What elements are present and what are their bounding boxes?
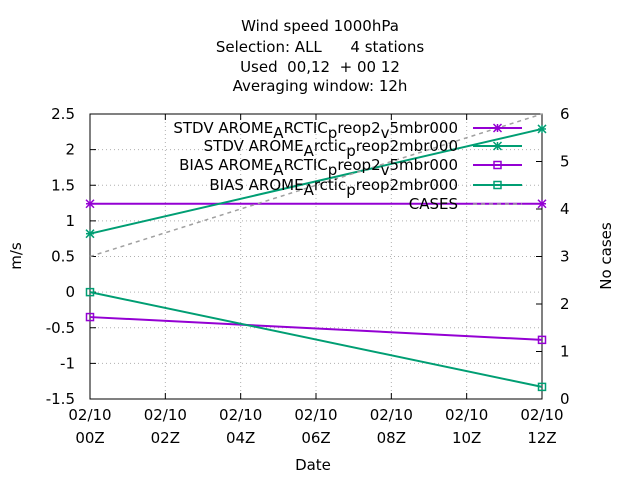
marker-stroke: [537, 199, 547, 209]
legend-label: STDV AROMEArcticpreop2mbr000: [204, 137, 458, 160]
y-tick-label: 0.5: [51, 248, 75, 266]
x-tick-label: 02/10: [370, 406, 413, 424]
y2-tick-label: 2: [560, 295, 570, 313]
legend-label-part: rctic: [314, 137, 346, 155]
legend-label-part: A: [273, 124, 284, 142]
x-tick-label: 02/10: [68, 406, 111, 424]
legend-label-part: RCTIC: [284, 156, 328, 174]
x-tick-label: 12Z: [527, 429, 556, 447]
legend-label-part: 5mbr000: [390, 156, 458, 174]
legend-label: BIAS AROMEArcticpreop2mbr000: [209, 176, 458, 199]
x-axis-label: Date: [295, 456, 331, 474]
marker-stroke: [85, 229, 95, 239]
data-point: [492, 141, 503, 151]
legend-label-part: CASES: [409, 195, 458, 213]
data-point: [537, 199, 547, 209]
y-tick-label: -0.5: [46, 319, 75, 337]
legend-label-part: p: [346, 181, 356, 199]
x-tick-label: 02/10: [144, 406, 187, 424]
y2-tick-label: 6: [560, 105, 570, 123]
x-tick-label: 02/10: [520, 406, 563, 424]
data-point: [537, 382, 547, 392]
data-point: [537, 124, 547, 134]
marker-stroke: [492, 123, 503, 133]
legend-label-part: RCTIC: [284, 119, 328, 137]
title-line: Averaging window: 12h: [233, 77, 408, 95]
marker-stroke: [492, 141, 503, 151]
data-point: [85, 229, 95, 239]
series-line: [89, 113, 543, 258]
y-tick-label: 1.5: [51, 176, 75, 194]
x-tick-label: 10Z: [452, 429, 481, 447]
data-point: [493, 160, 502, 170]
x-tick-label: 06Z: [301, 429, 330, 447]
legend-label-part: reop2: [337, 156, 380, 174]
x-tick-label: 02/10: [294, 406, 337, 424]
y-tick-label: 2: [65, 141, 75, 159]
data-point: [85, 312, 95, 322]
legend-label-part: BIAS AROME: [179, 156, 273, 174]
x-tick-label: 02/10: [445, 406, 488, 424]
legend-label-part: v: [381, 161, 390, 179]
data-point: [85, 287, 95, 297]
grid: [90, 114, 542, 399]
y-tick-label: -1: [60, 354, 75, 372]
legend-label-part: reop2mbr000: [356, 176, 458, 194]
legend-label: CASES: [409, 195, 458, 213]
legend-label: STDV AROMEARCTICpreop2v5mbr000: [173, 119, 458, 142]
title-line: Wind speed 1000hPa: [241, 17, 399, 35]
data-point: [492, 123, 503, 133]
title-line: Used 00,12 + 00 12: [240, 58, 400, 76]
x-tick-label: 02/10: [219, 406, 262, 424]
legend-label-part: p: [328, 161, 338, 179]
y2-tick-label: 5: [560, 153, 570, 171]
legend-label-part: A: [304, 181, 315, 199]
data-point: [493, 180, 502, 190]
legend-label-part: BIAS AROME: [209, 176, 303, 194]
y-tick-label: 2.5: [51, 105, 75, 123]
y2-tick-label: 3: [560, 248, 570, 266]
tick-labels: -1.5 -1 -0.5 0 0.5 1 1.5 2 2.5 0 1 2 3 4 5 6 02/10 00Z 02/…: [46, 105, 570, 447]
x-tick-label: 04Z: [226, 429, 255, 447]
legend-label-part: p: [346, 142, 356, 160]
y2-tick-label: 1: [560, 343, 570, 361]
legend-label-part: v: [381, 124, 390, 142]
title-line: Selection: ALL 4 stations: [216, 38, 424, 56]
y2-axis-label: No cases: [597, 222, 615, 290]
chart-title: Wind speed 1000hPa Selection: ALL 4 stat…: [216, 17, 424, 95]
legend-label-part: p: [328, 124, 338, 142]
legend-label-part: STDV AROME: [173, 119, 273, 137]
marker-stroke: [85, 199, 95, 209]
legend-label-part: 5mbr000: [390, 119, 458, 137]
legend-label-part: rctic: [314, 176, 346, 194]
legend-label-part: reop2mbr000: [356, 137, 458, 155]
series: [85, 113, 547, 392]
x-tick-label: 00Z: [75, 429, 104, 447]
data-point: [537, 335, 547, 345]
y-axis-label: m/s: [7, 242, 25, 270]
y-tick-label: 1: [65, 212, 75, 230]
series-line: [89, 291, 543, 388]
series-line: [89, 127, 543, 235]
series-line: [89, 316, 543, 341]
data-point: [85, 199, 95, 209]
legend-label-part: A: [304, 142, 315, 160]
legend-label-part: STDV AROME: [204, 137, 304, 155]
x-tick-label: 02Z: [151, 429, 180, 447]
marker-stroke: [537, 124, 547, 134]
legend-label-part: A: [273, 161, 284, 179]
legend-label-part: reop2: [337, 119, 380, 137]
y2-tick-label: 4: [560, 200, 570, 218]
y-tick-label: 0: [65, 283, 75, 301]
y2-tick-label: 0: [560, 390, 570, 408]
x-tick-label: 08Z: [377, 429, 406, 447]
y-tick-label: -1.5: [46, 390, 75, 408]
legend-label: BIAS AROMEARCTICpreop2v5mbr000: [179, 156, 458, 179]
